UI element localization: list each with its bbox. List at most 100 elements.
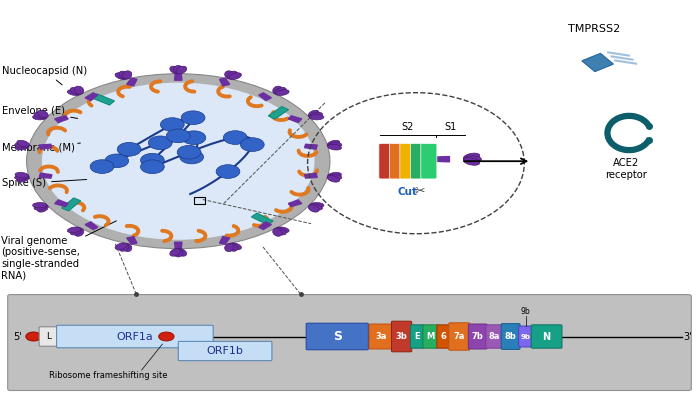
Text: Membrane (M): Membrane (M) xyxy=(2,142,80,152)
Ellipse shape xyxy=(275,228,286,235)
Bar xyxy=(194,197,205,204)
Ellipse shape xyxy=(310,114,324,120)
FancyBboxPatch shape xyxy=(389,143,405,179)
Text: N: N xyxy=(542,332,551,341)
Ellipse shape xyxy=(176,249,187,256)
FancyBboxPatch shape xyxy=(39,327,57,346)
Ellipse shape xyxy=(229,243,241,249)
FancyBboxPatch shape xyxy=(306,323,368,350)
Text: Envelope (E): Envelope (E) xyxy=(2,106,78,118)
Polygon shape xyxy=(62,198,80,211)
Ellipse shape xyxy=(273,228,282,236)
Text: L: L xyxy=(45,332,51,341)
Ellipse shape xyxy=(327,140,340,147)
Ellipse shape xyxy=(328,172,341,178)
FancyBboxPatch shape xyxy=(531,325,562,348)
Text: ACE2
receptor: ACE2 receptor xyxy=(605,158,647,180)
Ellipse shape xyxy=(38,110,48,118)
Circle shape xyxy=(148,136,172,150)
Text: Viral genome
(positive-sense,
single-stranded
RNA): Viral genome (positive-sense, single-str… xyxy=(1,221,116,280)
Ellipse shape xyxy=(224,243,234,251)
Text: 5': 5' xyxy=(13,332,22,341)
Ellipse shape xyxy=(308,110,319,118)
Ellipse shape xyxy=(224,71,234,79)
Circle shape xyxy=(216,165,240,179)
Text: 3a: 3a xyxy=(375,332,387,341)
Ellipse shape xyxy=(308,205,319,212)
Ellipse shape xyxy=(71,228,82,235)
FancyBboxPatch shape xyxy=(178,341,272,361)
Polygon shape xyxy=(219,78,230,86)
Ellipse shape xyxy=(115,73,127,79)
Text: 8a: 8a xyxy=(489,332,500,341)
Circle shape xyxy=(166,129,190,143)
Ellipse shape xyxy=(34,112,47,118)
Ellipse shape xyxy=(310,112,322,118)
Ellipse shape xyxy=(122,71,132,79)
Text: Nucleocapsid (N): Nucleocapsid (N) xyxy=(2,66,87,85)
Text: E: E xyxy=(415,332,420,341)
FancyBboxPatch shape xyxy=(468,324,487,349)
Ellipse shape xyxy=(228,243,238,251)
FancyBboxPatch shape xyxy=(423,325,438,348)
Circle shape xyxy=(224,131,247,144)
FancyBboxPatch shape xyxy=(391,321,412,352)
Polygon shape xyxy=(259,93,271,100)
FancyBboxPatch shape xyxy=(57,325,213,348)
Circle shape xyxy=(240,138,264,152)
Circle shape xyxy=(178,145,201,159)
Text: 7a: 7a xyxy=(454,332,465,341)
FancyBboxPatch shape xyxy=(519,326,533,347)
Circle shape xyxy=(42,83,315,240)
FancyBboxPatch shape xyxy=(501,324,520,349)
Text: 6: 6 xyxy=(440,332,447,341)
Ellipse shape xyxy=(229,73,241,79)
Polygon shape xyxy=(435,156,449,162)
Text: 7b: 7b xyxy=(472,332,484,341)
Ellipse shape xyxy=(119,243,129,251)
Text: TMPRSS2: TMPRSS2 xyxy=(568,24,620,34)
Ellipse shape xyxy=(463,153,480,161)
Circle shape xyxy=(105,154,129,168)
Ellipse shape xyxy=(275,87,286,95)
Ellipse shape xyxy=(273,86,282,94)
Ellipse shape xyxy=(115,243,127,249)
Circle shape xyxy=(159,332,174,341)
Text: 3b: 3b xyxy=(396,332,408,341)
Ellipse shape xyxy=(228,71,238,79)
Ellipse shape xyxy=(74,86,84,94)
Ellipse shape xyxy=(71,87,82,95)
Polygon shape xyxy=(55,116,69,123)
Ellipse shape xyxy=(15,174,29,180)
Polygon shape xyxy=(288,116,302,123)
Text: Spike (S): Spike (S) xyxy=(2,179,87,188)
Ellipse shape xyxy=(67,89,81,96)
Polygon shape xyxy=(175,73,182,80)
Polygon shape xyxy=(305,144,317,149)
Text: S1: S1 xyxy=(445,122,456,132)
Text: 3': 3' xyxy=(684,332,692,341)
Ellipse shape xyxy=(17,176,29,182)
Polygon shape xyxy=(288,200,302,207)
FancyBboxPatch shape xyxy=(449,323,470,350)
Ellipse shape xyxy=(328,144,341,150)
Ellipse shape xyxy=(327,176,340,182)
Text: ORF1b: ORF1b xyxy=(207,346,243,356)
Text: 9b: 9b xyxy=(521,334,531,339)
Text: Ribosome frameshifting site: Ribosome frameshifting site xyxy=(49,371,168,380)
Ellipse shape xyxy=(275,227,289,233)
Ellipse shape xyxy=(33,114,47,120)
Circle shape xyxy=(181,111,205,125)
Ellipse shape xyxy=(310,204,322,210)
FancyBboxPatch shape xyxy=(421,143,437,179)
Circle shape xyxy=(182,131,206,145)
Ellipse shape xyxy=(328,174,342,180)
FancyBboxPatch shape xyxy=(486,325,503,348)
Ellipse shape xyxy=(15,143,29,148)
Text: S: S xyxy=(333,330,342,343)
Circle shape xyxy=(180,150,203,164)
Circle shape xyxy=(140,160,164,174)
Text: M: M xyxy=(426,332,435,341)
FancyBboxPatch shape xyxy=(410,143,426,179)
Circle shape xyxy=(140,154,164,167)
